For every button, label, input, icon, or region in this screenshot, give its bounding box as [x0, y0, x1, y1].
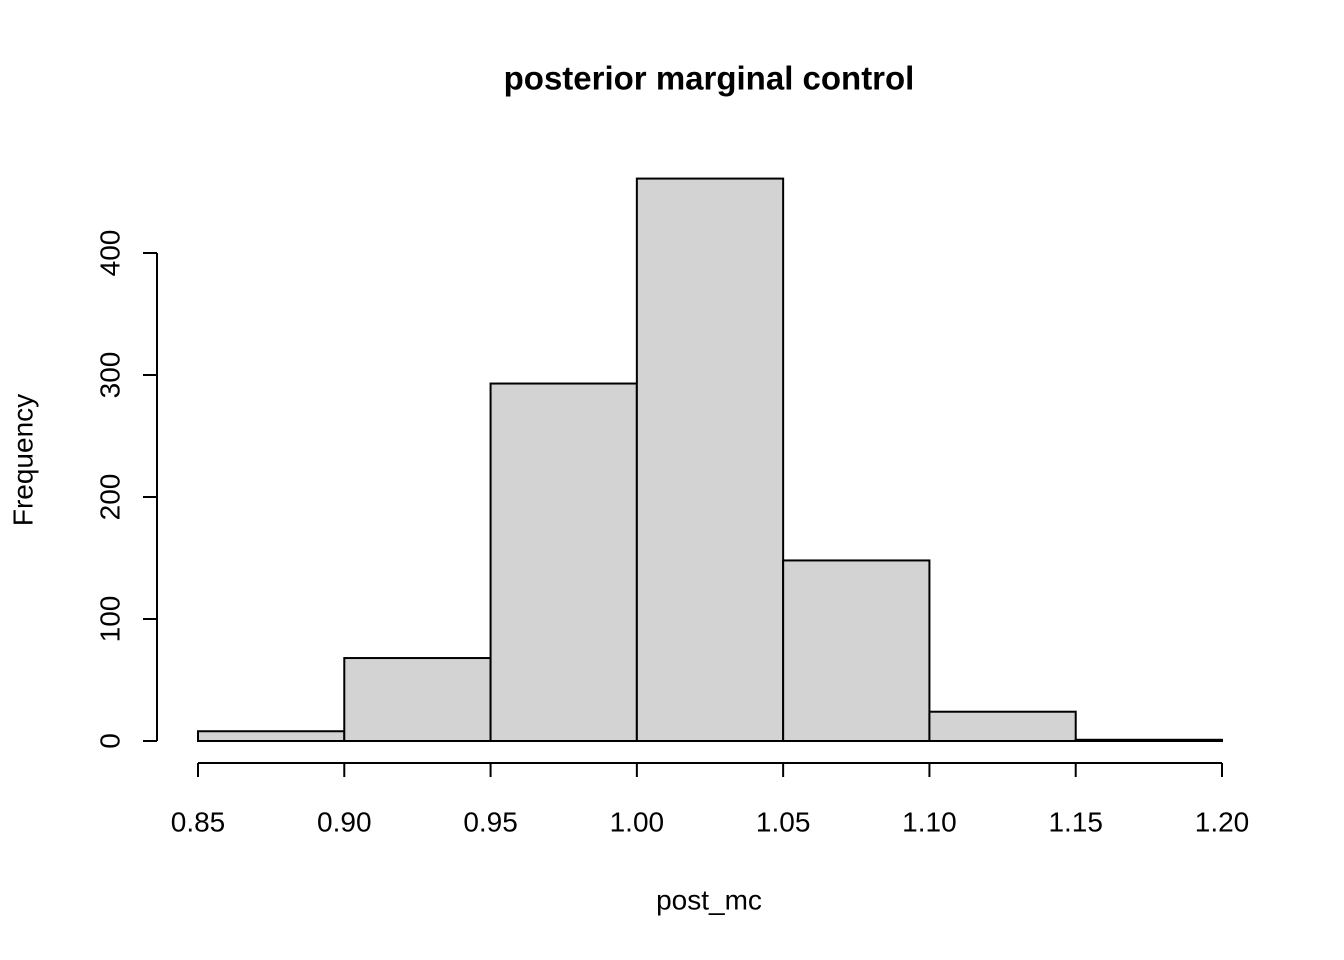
bar: [197, 730, 346, 742]
x-tick-label: 1.00: [610, 806, 665, 837]
x-tick-label: 0.95: [463, 806, 518, 837]
x-tick-label: 1.15: [1048, 806, 1103, 837]
bar: [343, 657, 492, 742]
bar: [928, 710, 1077, 742]
y-tick-label: 300: [94, 352, 125, 399]
y-tick-label: 100: [94, 596, 125, 643]
bar: [489, 382, 638, 742]
y-tick-label: 400: [94, 230, 125, 277]
y-tick-label: 200: [94, 474, 125, 521]
x-tick-label: 0.85: [171, 806, 226, 837]
x-tick-label: 1.05: [756, 806, 811, 837]
bar: [782, 559, 931, 742]
bar: [635, 177, 785, 742]
y-axis-label: Frequency: [7, 394, 38, 526]
x-tick-label: 1.20: [1195, 806, 1250, 837]
x-tick-label: 1.10: [902, 806, 957, 837]
y-tick-label: 0: [94, 733, 125, 749]
x-tick-label: 0.90: [317, 806, 372, 837]
chart-title: posterior marginal control: [504, 60, 915, 97]
x-axis-label: post_mc: [656, 884, 762, 915]
bar: [1074, 738, 1223, 743]
